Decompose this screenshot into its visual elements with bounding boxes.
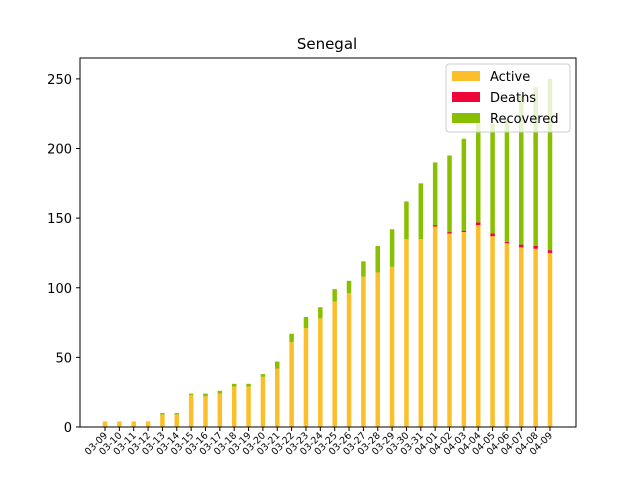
bar-active-03-24 [318,318,323,427]
bar-deaths-04-05 [490,233,495,237]
bar-recovered-03-14 [174,413,180,415]
bar-recovered-03-20 [260,374,266,377]
bar-recovered-03-18 [231,383,237,387]
bar-recovered-03-27 [361,261,366,277]
bar-recovered-03-23 [303,317,309,329]
bar-active-03-12 [145,421,151,427]
bar-active-03-25 [332,301,337,427]
bar-recovered-04-06 [504,119,510,242]
legend-swatch-deaths [452,92,480,102]
bar-deaths-04-09 [547,250,553,253]
bar-recovered-03-25 [332,289,337,302]
bar-deaths-04-08 [533,245,538,249]
bar-active-03-11 [131,421,136,427]
bar-active-04-05 [490,236,495,427]
bar-recovered-03-17 [217,390,223,394]
y-tick-label-200: 200 [47,143,72,158]
bar-recovered-04-05 [490,123,495,234]
y-tick-label-150: 150 [47,212,72,227]
bar-active-04-08 [533,248,538,427]
bar-deaths-04-06 [504,241,510,244]
bar-active-03-19 [246,386,251,427]
bar-recovered-04-08 [533,87,538,246]
bar-recovered-03-16 [203,393,208,397]
bar-recovered-03-26 [346,280,352,294]
bar-active-04-06 [504,243,510,427]
bar-recovered-03-21 [275,361,280,369]
bar-recovered-03-24 [318,307,323,319]
bar-active-03-09 [102,421,108,427]
bar-active-03-30 [404,239,409,427]
y-tick-label-50: 50 [55,351,72,366]
bar-recovered-03-15 [188,393,194,395]
bar-active-04-04 [475,225,481,427]
legend-label-active: Active [490,70,530,85]
bar-active-03-27 [361,276,366,427]
bar-recovered-03-19 [246,383,251,387]
legend-label-recovered: Recovered [490,112,559,127]
legend: Active Deaths Recovered [445,63,571,133]
bar-recovered-03-22 [289,333,294,343]
bar-recovered-03-31 [418,183,424,240]
bar-recovered-04-02 [447,155,452,233]
bar-active-03-22 [289,342,294,427]
y-tick-label-0: 0 [64,421,72,436]
y-tick-label-250: 250 [47,73,72,88]
legend-label-deaths: Deaths [490,91,536,106]
bar-recovered-03-13 [160,413,165,415]
bar-active-03-10 [117,421,122,427]
bar-recovered-04-04 [475,120,481,223]
bar-active-03-16 [203,396,208,427]
bar-recovered-03-28 [375,245,380,273]
bars-layer [102,78,553,427]
bar-active-03-29 [389,266,395,427]
bar-recovered-04-07 [519,95,524,245]
bar-active-03-17 [217,393,223,427]
plot-frame [79,57,577,428]
bar-active-04-07 [519,247,524,427]
bar-deaths-04-03 [461,230,467,233]
bar-active-03-28 [375,272,380,427]
y-tick-label-100: 100 [47,282,72,297]
bar-active-03-18 [231,386,237,427]
legend-swatch-recovered [452,113,480,123]
bar-active-03-14 [174,414,180,427]
bar-active-04-09 [547,252,553,427]
bar-active-03-23 [303,328,309,427]
bar-active-04-02 [447,233,452,427]
bar-active-03-31 [418,239,424,427]
bar-recovered-04-03 [461,138,467,231]
bar-active-03-20 [260,376,266,427]
bar-recovered-03-30 [404,201,409,240]
bar-active-03-13 [160,414,165,427]
bar-active-04-01 [432,226,438,427]
bar-active-03-15 [188,394,194,427]
bar-deaths-04-04 [475,222,481,226]
bar-active-03-26 [346,293,352,427]
bar-deaths-04-01 [432,225,438,227]
bar-recovered-04-09 [547,78,553,251]
bar-deaths-04-02 [447,232,452,234]
chart-title: Senegal [297,35,357,53]
legend-swatch-active [452,71,480,81]
bar-deaths-04-07 [519,244,524,248]
bar-active-03-21 [275,368,280,427]
bar-active-04-03 [461,232,467,427]
bar-recovered-03-29 [389,229,395,267]
bar-recovered-04-01 [432,162,438,226]
